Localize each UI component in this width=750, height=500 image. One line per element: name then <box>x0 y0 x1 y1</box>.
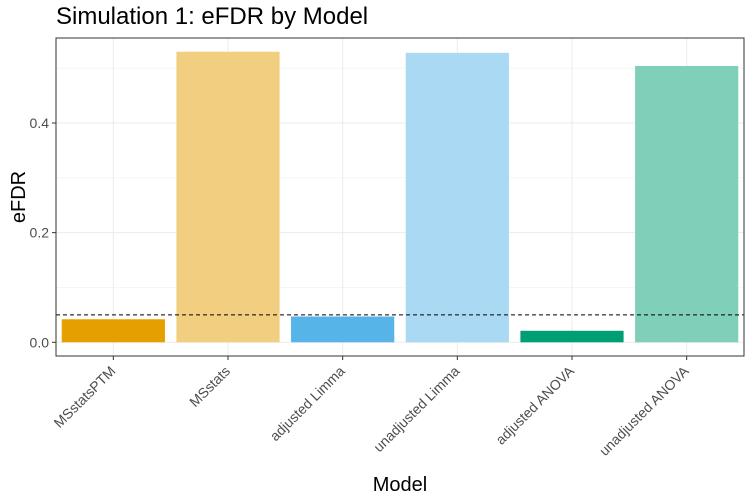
y-axis-ticks: 0.0 0.2 0.4 <box>30 115 56 350</box>
bars <box>61 51 739 343</box>
bar <box>405 52 509 343</box>
y-tick-label: 0.0 <box>30 334 50 350</box>
x-tick-label: unadjusted Limma <box>370 363 462 455</box>
x-tick-label: MSstats <box>186 363 233 410</box>
x-tick-label: unadjusted ANOVA <box>596 362 692 458</box>
bar <box>635 65 739 343</box>
x-tick-label: adjusted ANOVA <box>492 362 577 447</box>
bar <box>176 51 280 343</box>
bar <box>520 330 624 343</box>
bar <box>61 319 165 343</box>
x-axis-title: Model <box>373 474 427 496</box>
bar <box>291 316 395 343</box>
plot-panel-background <box>56 38 744 356</box>
chart-title: Simulation 1: eFDR by Model <box>56 3 369 30</box>
x-tick-label: MSstatsPTM <box>50 363 118 431</box>
y-tick-label: 0.2 <box>30 225 50 241</box>
x-axis-ticks: MSstatsPTM MSstats adjusted Limma unadjuste… <box>50 356 692 459</box>
y-axis-title: eFDR <box>8 171 30 223</box>
x-tick-label: adjusted Limma <box>267 363 348 444</box>
plot-panel-border <box>55 37 745 357</box>
y-tick-label: 0.4 <box>30 115 50 131</box>
